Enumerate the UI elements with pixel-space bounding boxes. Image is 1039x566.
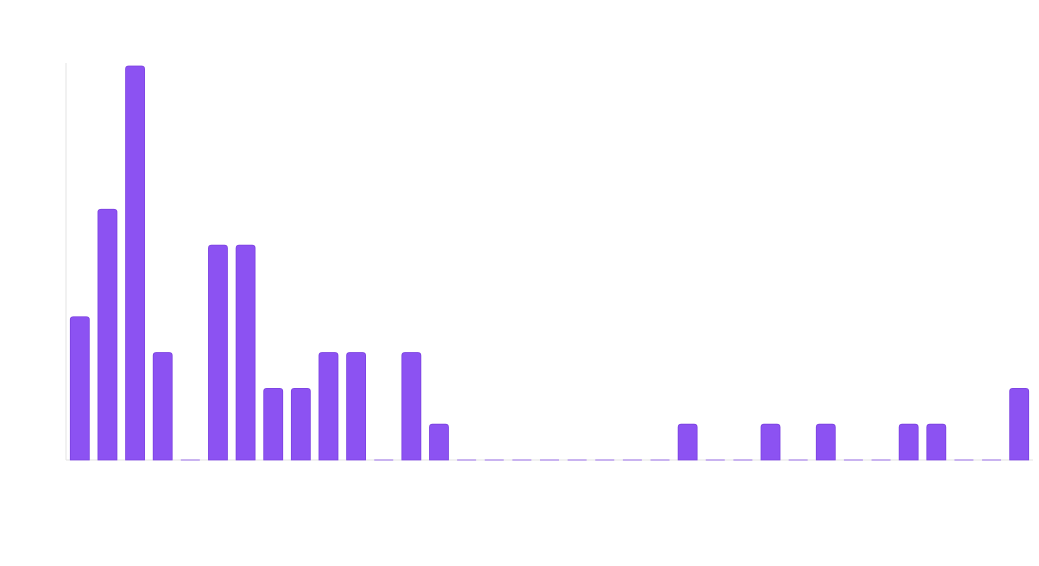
- bar: [152, 352, 173, 461]
- bar: [898, 423, 919, 461]
- bar: [235, 244, 256, 461]
- bar: [677, 423, 698, 461]
- bar: [263, 387, 284, 461]
- bar: [97, 208, 118, 461]
- bar: [926, 423, 947, 461]
- bar: [69, 316, 90, 461]
- bar: [815, 423, 836, 461]
- bar: [318, 352, 339, 461]
- bar: [1009, 387, 1030, 461]
- bar: [401, 352, 422, 461]
- bar: [429, 423, 449, 461]
- bar: [208, 244, 228, 461]
- bar: [346, 352, 366, 461]
- bar: [290, 387, 311, 461]
- bar: [760, 423, 781, 461]
- bar: [125, 65, 145, 461]
